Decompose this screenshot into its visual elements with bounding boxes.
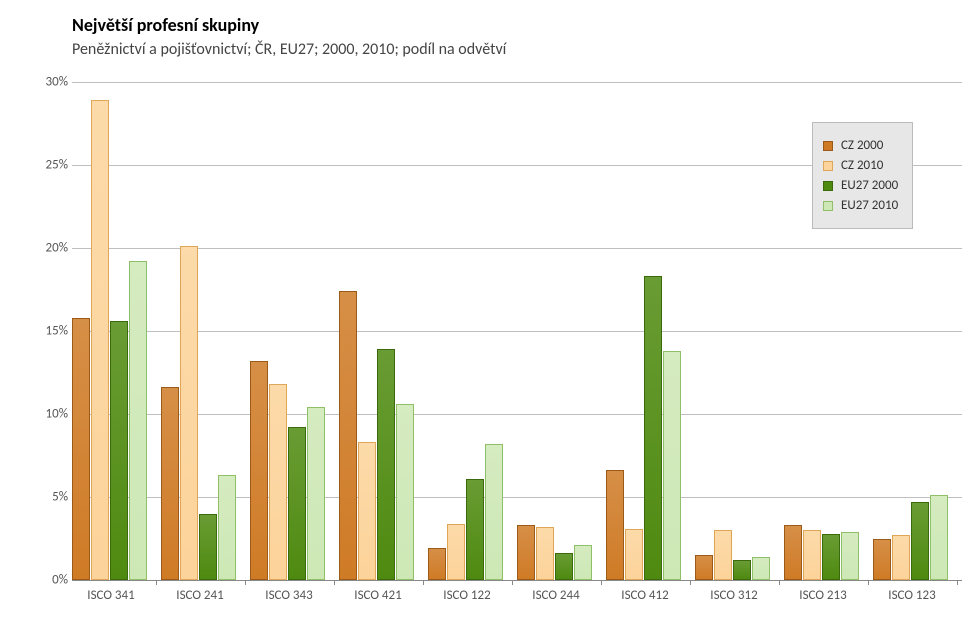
x-tick-mark bbox=[156, 580, 157, 585]
bar-cz2010 bbox=[803, 530, 821, 580]
bar-cz2010 bbox=[447, 524, 465, 580]
bar-group bbox=[517, 82, 595, 580]
legend: CZ 2000 CZ 2010 EU27 2000 EU27 2010 bbox=[812, 122, 913, 229]
x-tick-label: ISCO 341 bbox=[87, 588, 134, 603]
bar-eu2000 bbox=[911, 502, 929, 580]
legend-label: EU27 2000 bbox=[841, 178, 898, 193]
bar-eu2000 bbox=[288, 427, 306, 580]
bar-cz2010 bbox=[358, 442, 376, 580]
legend-item: EU27 2000 bbox=[823, 178, 898, 193]
x-tick-mark bbox=[601, 580, 602, 585]
bar-group bbox=[72, 82, 150, 580]
bar-cz2000 bbox=[873, 539, 891, 581]
legend-swatch bbox=[823, 161, 833, 171]
chart-subtitle: Peněžnictví a pojišťovnictví; ČR, EU27; … bbox=[72, 40, 506, 59]
x-axis: ISCO 341 ISCO 241 ISCO 343 ISCO 421 ISCO 122… bbox=[72, 580, 962, 620]
bar-eu2010 bbox=[930, 495, 948, 580]
bar-eu2010 bbox=[752, 557, 770, 580]
bar-cz2010 bbox=[892, 535, 910, 580]
bar-eu2000 bbox=[466, 479, 484, 580]
x-tick-mark bbox=[779, 580, 780, 585]
bar-cz2010 bbox=[269, 384, 287, 580]
x-tick-label: ISCO 122 bbox=[443, 588, 490, 603]
bar-eu2010 bbox=[218, 475, 236, 580]
bar-eu2010 bbox=[396, 404, 414, 580]
x-tick-label: ISCO 213 bbox=[799, 588, 846, 603]
bar-cz2010 bbox=[91, 100, 109, 580]
bar-eu2000 bbox=[110, 321, 128, 580]
bar-cz2000 bbox=[695, 555, 713, 580]
bar-cz2000 bbox=[428, 548, 446, 580]
bar-eu2000 bbox=[733, 560, 751, 580]
x-tick-label: ISCO 421 bbox=[354, 588, 401, 603]
bar-eu2010 bbox=[663, 351, 681, 580]
x-tick-label: ISCO 343 bbox=[265, 588, 312, 603]
y-tick-label: 5% bbox=[18, 490, 68, 505]
x-tick-mark bbox=[690, 580, 691, 585]
bar-group bbox=[606, 82, 684, 580]
bar-group bbox=[695, 82, 773, 580]
bar-group bbox=[250, 82, 328, 580]
bar-eu2000 bbox=[199, 514, 217, 580]
bar-eu2000 bbox=[644, 276, 662, 580]
bar-cz2010 bbox=[714, 530, 732, 580]
bar-eu2010 bbox=[841, 532, 859, 580]
x-tick-label: ISCO 123 bbox=[888, 588, 935, 603]
legend-swatch bbox=[823, 201, 833, 211]
x-tick-mark bbox=[957, 580, 958, 585]
bar-cz2000 bbox=[339, 291, 357, 580]
bar-cz2000 bbox=[517, 525, 535, 580]
chart-title: Největší profesní skupiny bbox=[72, 14, 259, 36]
x-tick-label: ISCO 412 bbox=[621, 588, 668, 603]
y-tick-label: 15% bbox=[18, 324, 68, 339]
bar-group bbox=[161, 82, 239, 580]
chart-container: Největší profesní skupiny Peněžnictví a … bbox=[0, 0, 978, 632]
bar-cz2010 bbox=[180, 246, 198, 580]
bar-cz2000 bbox=[250, 361, 268, 580]
bar-cz2000 bbox=[606, 470, 624, 580]
y-tick-label: 25% bbox=[18, 158, 68, 173]
y-tick-label: 20% bbox=[18, 241, 68, 256]
x-tick-mark bbox=[245, 580, 246, 585]
bar-cz2000 bbox=[784, 525, 802, 580]
legend-label: CZ 2000 bbox=[841, 138, 883, 153]
legend-item: EU27 2010 bbox=[823, 198, 898, 213]
y-tick-label: 10% bbox=[18, 407, 68, 422]
x-tick-label: ISCO 244 bbox=[532, 588, 579, 603]
legend-item: CZ 2010 bbox=[823, 158, 898, 173]
legend-label: EU27 2010 bbox=[841, 198, 898, 213]
bar-group bbox=[428, 82, 506, 580]
x-tick-mark bbox=[423, 580, 424, 585]
legend-label: CZ 2010 bbox=[841, 158, 883, 173]
bar-eu2010 bbox=[129, 261, 147, 580]
x-tick-label: ISCO 312 bbox=[710, 588, 757, 603]
x-tick-mark bbox=[512, 580, 513, 585]
x-tick-mark bbox=[334, 580, 335, 585]
legend-item: CZ 2000 bbox=[823, 138, 898, 153]
bar-eu2010 bbox=[485, 444, 503, 580]
bar-cz2000 bbox=[72, 318, 90, 580]
bar-eu2010 bbox=[574, 545, 592, 580]
bar-cz2010 bbox=[625, 529, 643, 580]
y-tick-label: 30% bbox=[18, 75, 68, 90]
bar-cz2000 bbox=[161, 387, 179, 580]
bar-eu2000 bbox=[555, 553, 573, 580]
bar-eu2000 bbox=[377, 349, 395, 580]
bar-eu2010 bbox=[307, 407, 325, 580]
y-tick-label: 0% bbox=[18, 573, 68, 588]
bar-eu2000 bbox=[822, 534, 840, 580]
legend-swatch bbox=[823, 141, 833, 151]
legend-swatch bbox=[823, 181, 833, 191]
bar-group bbox=[339, 82, 417, 580]
bar-cz2010 bbox=[536, 527, 554, 580]
x-tick-mark bbox=[868, 580, 869, 585]
x-tick-label: ISCO 241 bbox=[176, 588, 223, 603]
